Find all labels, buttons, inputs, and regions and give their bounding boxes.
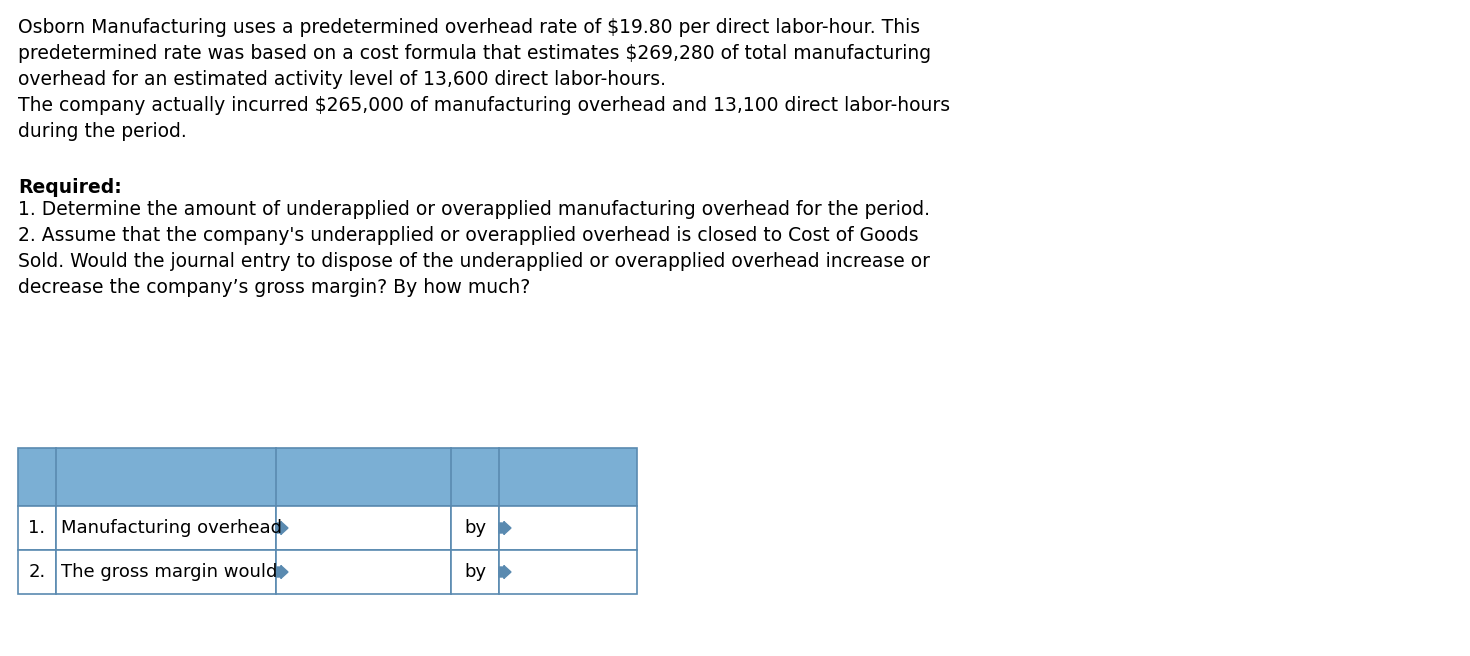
Text: Osborn Manufacturing uses a predetermined overhead rate of $19.80 per direct lab: Osborn Manufacturing uses a predetermine… <box>18 18 920 37</box>
Bar <box>451 506 498 550</box>
Bar <box>276 550 451 594</box>
Bar <box>18 506 56 550</box>
Text: Manufacturing overhead: Manufacturing overhead <box>60 519 282 537</box>
Text: overhead for an estimated activity level of 13,600 direct labor-hours.: overhead for an estimated activity level… <box>18 70 666 89</box>
Bar <box>498 550 637 594</box>
Text: The company actually incurred $265,000 of manufacturing overhead and 13,100 dire: The company actually incurred $265,000 o… <box>18 96 950 115</box>
Text: decrease the company’s gross margin? By how much?: decrease the company’s gross margin? By … <box>18 278 531 297</box>
Bar <box>18 550 56 594</box>
Text: Required:: Required: <box>18 178 122 197</box>
Text: The gross margin would: The gross margin would <box>60 563 278 581</box>
Text: 2. Assume that the company's underapplied or overapplied overhead is closed to C: 2. Assume that the company's underapplie… <box>18 226 919 245</box>
Text: 2.: 2. <box>28 563 46 581</box>
Bar <box>56 550 276 594</box>
Text: during the period.: during the period. <box>18 122 187 141</box>
FancyArrow shape <box>498 522 512 535</box>
FancyArrow shape <box>276 565 288 579</box>
FancyArrow shape <box>276 522 288 535</box>
Bar <box>451 550 498 594</box>
Text: Sold. Would the journal entry to dispose of the underapplied or overapplied over: Sold. Would the journal entry to dispose… <box>18 252 931 271</box>
Text: 1.: 1. <box>28 519 46 537</box>
Bar <box>56 506 276 550</box>
Text: by: by <box>465 519 487 537</box>
Bar <box>276 506 451 550</box>
Text: 1. Determine the amount of underapplied or overapplied manufacturing overhead fo: 1. Determine the amount of underapplied … <box>18 200 931 219</box>
Bar <box>18 448 637 506</box>
Text: by: by <box>465 563 487 581</box>
FancyArrow shape <box>498 565 512 579</box>
Text: predetermined rate was based on a cost formula that estimates $269,280 of total : predetermined rate was based on a cost f… <box>18 44 931 63</box>
Bar <box>498 506 637 550</box>
